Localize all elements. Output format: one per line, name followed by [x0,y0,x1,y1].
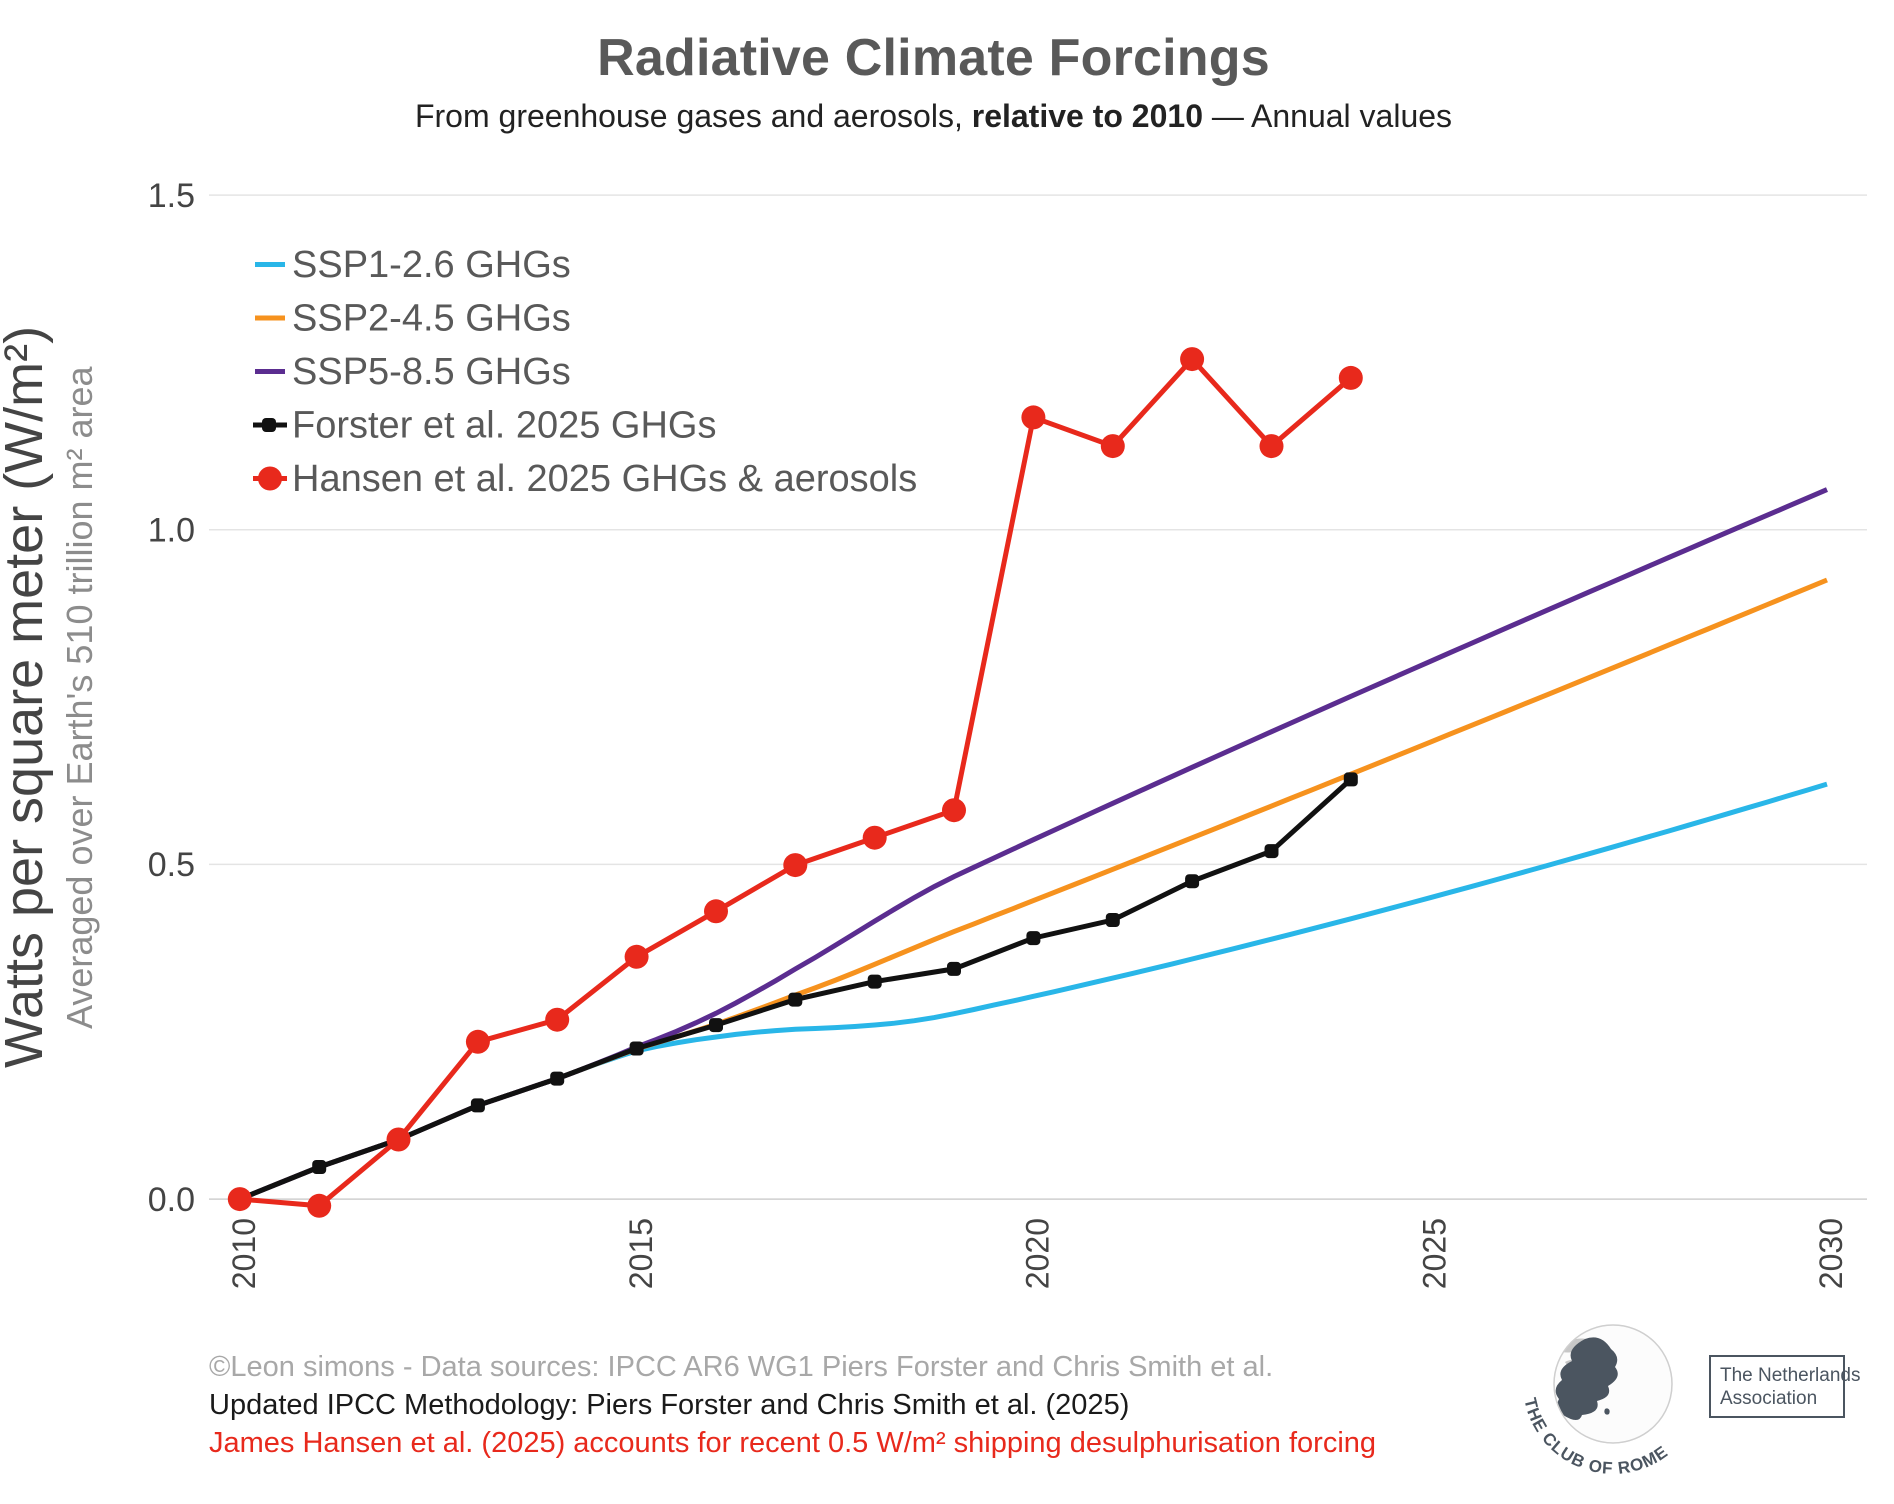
svg-text:2015: 2015 [623,1218,659,1289]
svg-text:0.5: 0.5 [148,846,195,884]
svg-text:2025: 2025 [1416,1218,1452,1289]
svg-text:2020: 2020 [1020,1218,1056,1289]
svg-text:Hansen et al. 2025 GHGs & aero: Hansen et al. 2025 GHGs & aerosols [292,458,917,500]
svg-text:SSP5-8.5 GHGs: SSP5-8.5 GHGs [292,351,571,393]
svg-text:2030: 2030 [1813,1218,1849,1289]
svg-text:Forster et al. 2025 GHGs: Forster et al. 2025 GHGs [292,405,717,447]
svg-text:0.0: 0.0 [148,1181,195,1219]
svg-text:The Netherlands: The Netherlands [1720,1365,1860,1386]
svg-text:2010: 2010 [226,1218,262,1289]
svg-text:1.5: 1.5 [148,177,195,215]
svg-text:SSP2-4.5 GHGs: SSP2-4.5 GHGs [292,298,571,340]
svg-text:Association: Association [1720,1388,1817,1409]
svg-text:1.0: 1.0 [148,512,195,550]
svg-text:SSP1-2.6 GHGs: SSP1-2.6 GHGs [292,244,571,286]
